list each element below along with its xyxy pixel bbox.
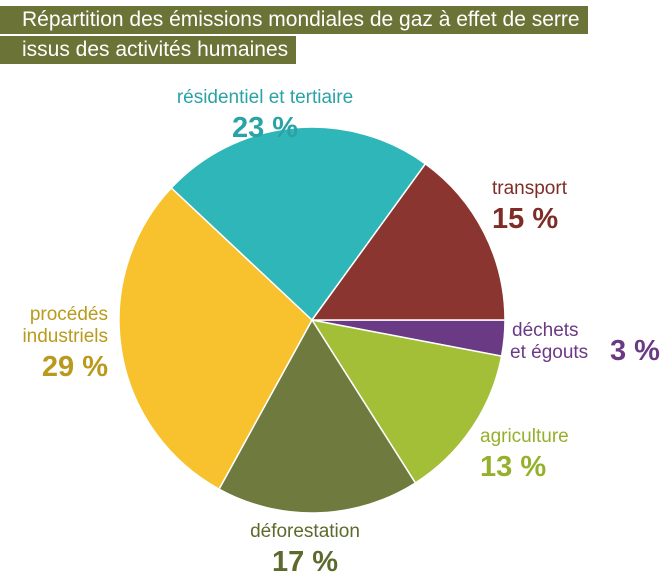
- slice-label: agriculture: [480, 426, 569, 447]
- chart-title-line-1: Répartition des émissions mondiales de g…: [0, 6, 588, 34]
- slice-label: procédés: [30, 304, 108, 325]
- slice-label: et égouts: [510, 342, 588, 363]
- slice-label: industriels: [22, 326, 108, 347]
- pie-slices: [118, 126, 506, 514]
- pie-slice-transport: [310, 162, 506, 321]
- pie-slice-procédés-industriels: [118, 186, 313, 491]
- slice-value-label: 23 %: [232, 112, 298, 144]
- slice-label: transport: [492, 178, 568, 199]
- slice-label: déchets: [512, 320, 579, 341]
- pie-slice-agriculture: [310, 318, 503, 484]
- slice-value-label: 3 %: [610, 335, 660, 367]
- pie-slice-déforestation: [218, 318, 417, 514]
- slice-label: déforestation: [250, 521, 360, 542]
- slice-value-label: 15 %: [492, 203, 558, 235]
- slice-label: résidentiel et tertiaire: [177, 87, 353, 108]
- slice-value-label: 17 %: [272, 546, 338, 578]
- chart-title-line-2: issus des activités humaines: [0, 36, 297, 64]
- slice-value-label: 29 %: [42, 351, 108, 383]
- slice-value-label: 13 %: [480, 451, 546, 483]
- pie-slice-résidentiel-et-tertiaire: [170, 126, 427, 322]
